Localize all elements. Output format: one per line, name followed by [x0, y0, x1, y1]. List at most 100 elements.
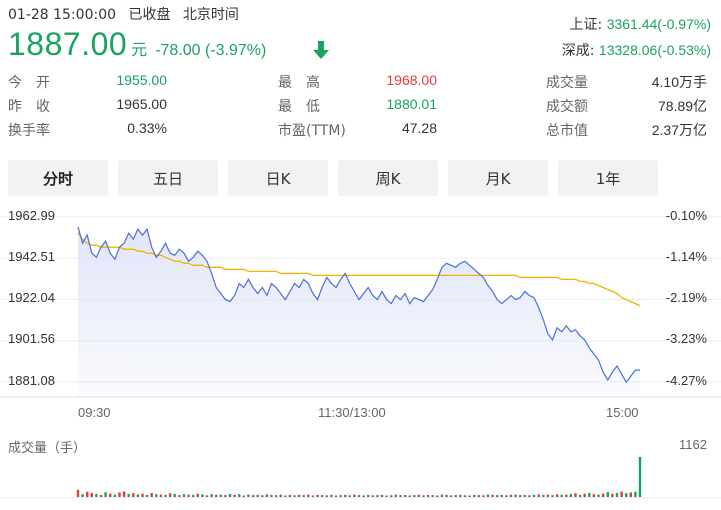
- volume-bar: [509, 494, 513, 497]
- turnover-label: 换手率: [8, 123, 50, 139]
- volume-bar: [394, 494, 398, 497]
- volume-bar: [127, 493, 130, 497]
- volume-bar: [615, 492, 619, 497]
- price-unit: 元: [131, 40, 148, 59]
- volume-bar: [528, 495, 531, 497]
- tab-one-year[interactable]: 1年: [558, 160, 658, 196]
- volume-bar: [145, 494, 149, 497]
- volume-bar: [344, 494, 347, 497]
- volume-bar: [362, 495, 365, 497]
- volume-bar: [620, 491, 623, 497]
- volume-bar: [122, 491, 126, 497]
- volume-bar: [113, 494, 117, 497]
- tab-weekly-k[interactable]: 周K: [338, 160, 438, 196]
- volume-bar: [486, 494, 490, 497]
- tab-daily-k[interactable]: 日K: [228, 160, 328, 196]
- volume-bar: [76, 489, 80, 497]
- volume-bar: [638, 457, 642, 497]
- volume-bar: [81, 494, 84, 497]
- market-state-text: 已收盘: [128, 7, 171, 23]
- volume-bar: [385, 495, 388, 497]
- volume-bar: [118, 492, 121, 497]
- volume-bar: [284, 495, 287, 497]
- volume-bar: [196, 493, 199, 497]
- volume-bar: [459, 494, 462, 497]
- volume-bar: [422, 495, 425, 497]
- average-price-line: [77, 232, 641, 307]
- volume-bar: [565, 494, 568, 497]
- volume-bar: [551, 495, 554, 497]
- volume-bar: [376, 495, 379, 497]
- volume-bar: [560, 494, 563, 497]
- volume-bar: [403, 494, 407, 497]
- volume-bar: [367, 494, 370, 497]
- volume-bar: [583, 493, 586, 497]
- volume-bar: [601, 493, 605, 497]
- turnover-value: 0.33%: [127, 120, 167, 136]
- volume-bar: [532, 494, 536, 497]
- y-right-tick: -0.10%: [665, 208, 707, 223]
- volume-bar: [307, 494, 310, 497]
- open-label: 今 开: [8, 75, 50, 91]
- volume-bar: [228, 493, 232, 497]
- volume-bar: [597, 494, 600, 497]
- volume-title: 成交量（手）: [8, 441, 87, 456]
- x-tick: 11:30/13:00: [318, 405, 386, 420]
- volume-bar: [390, 495, 393, 497]
- volume-bar: [353, 494, 356, 497]
- tab-monthly-k[interactable]: 月K: [448, 160, 548, 196]
- prev-close-value: 1965.00: [116, 96, 167, 112]
- volume-bar: [270, 494, 273, 497]
- volume-bar: [302, 495, 305, 497]
- volume-bar: [86, 491, 89, 497]
- volume-bar: [311, 495, 315, 497]
- volume-bar: [219, 494, 222, 497]
- high-value: 1968.00: [386, 72, 437, 88]
- volume-bar: [251, 495, 255, 497]
- volume-bar: [320, 495, 324, 497]
- x-tick: 09:30: [78, 405, 111, 420]
- y-left-tick: 1901.56: [8, 331, 55, 346]
- volume-bar: [210, 494, 213, 497]
- volume-bar: [330, 494, 333, 497]
- volume-bar: [477, 495, 480, 497]
- index-shenzhen: 深成: 13328.06(-0.53%): [562, 40, 711, 60]
- volume-bar: [150, 492, 153, 497]
- low-value: 1880.01: [386, 96, 437, 112]
- index-label: 深成:: [561, 43, 595, 59]
- y-left-tick: 1922.04: [8, 290, 55, 305]
- volume-bar: [159, 494, 163, 497]
- volume-bar: [357, 495, 361, 497]
- volume-bar: [496, 495, 499, 497]
- price-area-fill: [78, 227, 640, 397]
- volume-bar: [463, 495, 467, 497]
- index-shanghai: 上证: 3361.44(-0.97%): [570, 14, 711, 34]
- volume-bar: [242, 495, 245, 497]
- volume-bar: [426, 494, 430, 497]
- volume-bar: [514, 494, 517, 497]
- volume-bar: [592, 494, 596, 497]
- market-cap-label: 总市值: [546, 123, 588, 139]
- volume-bar: [449, 495, 453, 497]
- volume-bar: [256, 494, 259, 497]
- volume-bar: [574, 493, 577, 497]
- volume-value: 4.10万手: [651, 74, 707, 90]
- volume-max-label: 1162: [679, 437, 707, 452]
- volume-bar: [279, 494, 282, 497]
- volume-bar: [274, 495, 278, 497]
- y-left-tick: 1942.51: [8, 249, 55, 264]
- y-right-tick: -3.23%: [665, 331, 707, 346]
- tab-intraday[interactable]: 分时: [8, 160, 108, 196]
- quote-grid: 今 开 1955.00 昨 收 1965.00 换手率 0.33% 最 高 19…: [0, 68, 721, 148]
- pe-value: 47.28: [401, 120, 437, 136]
- volume-bar: [168, 493, 172, 497]
- timezone-text: 北京时间: [182, 7, 239, 23]
- volume-bar: [297, 494, 301, 497]
- volume-bar: [288, 494, 292, 497]
- volume-bar: [611, 493, 614, 497]
- volume-bar: [380, 494, 384, 497]
- volume-bar: [155, 494, 158, 497]
- tab-five-day[interactable]: 五日: [118, 160, 218, 196]
- intraday-chart: 1962.99 1942.51 1922.04 1901.56 1881.08 …: [0, 205, 721, 510]
- price-change: -78.00 (-3.97%): [155, 42, 267, 59]
